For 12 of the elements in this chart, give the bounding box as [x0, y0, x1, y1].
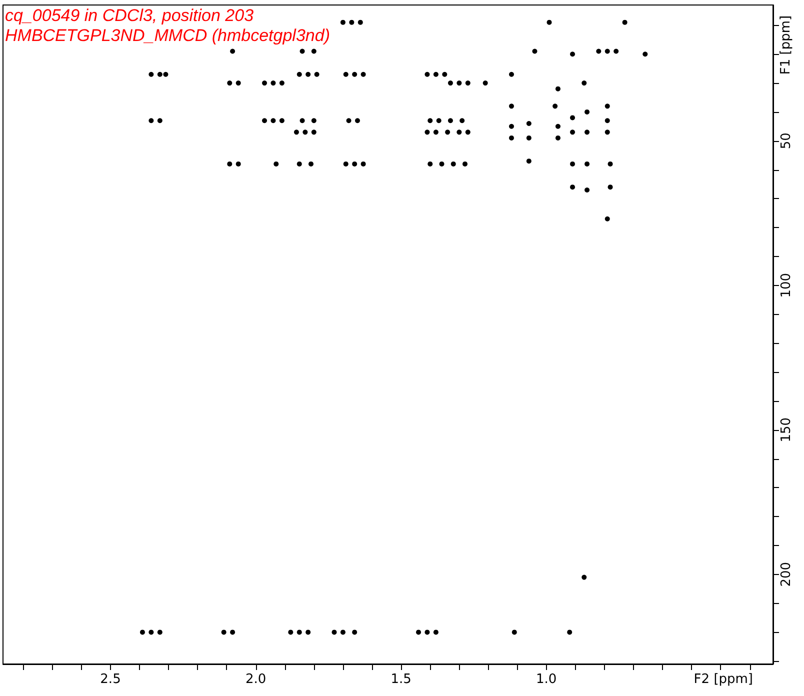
x-tick-label: 1.5 — [390, 672, 412, 687]
x-tick-label: 2.5 — [100, 672, 121, 687]
x-axis-title: F2 [ppm] — [694, 672, 754, 687]
y-tick-label: 150 — [779, 417, 794, 442]
y-tick-label: 200 — [779, 562, 794, 587]
chart-title: cq_00549 in CDCl3, position 203 — [5, 6, 254, 25]
x-tick-label: 2.0 — [245, 672, 266, 687]
y-axis-title: F1 [ppm] — [778, 15, 794, 75]
x-tick-label: 1.0 — [536, 672, 557, 687]
text: HMBCETGPL3ND_MMCD (hmbcetgpl3nd) — [5, 26, 330, 45]
y-tick-label: 100 — [779, 272, 794, 298]
y-tick-label: 50 — [779, 132, 794, 150]
